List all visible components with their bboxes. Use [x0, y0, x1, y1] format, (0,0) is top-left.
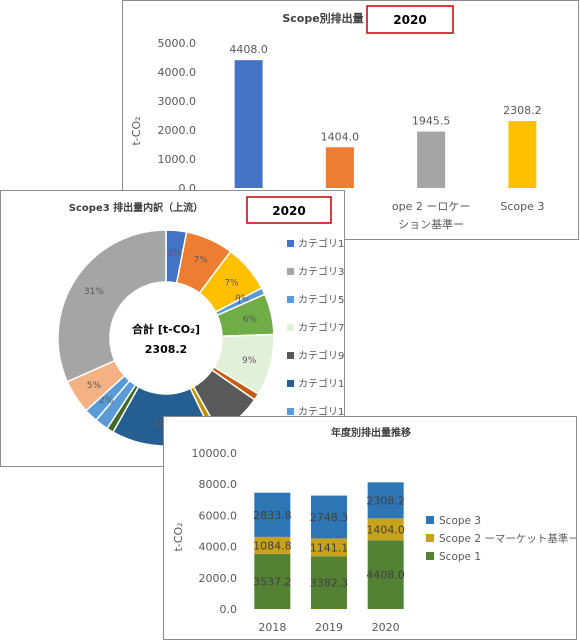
bar-4 — [508, 121, 537, 188]
y-tick-label: 3000.0 — [158, 95, 197, 108]
legend-label: Scope 1 — [439, 551, 481, 563]
legend-swatch — [287, 296, 294, 303]
legend-swatch — [426, 516, 434, 524]
stack-value-label: 1141.1 — [310, 541, 349, 554]
bar-value-label: 4408.0 — [229, 43, 268, 56]
y-tick-label: 8000.0 — [199, 478, 238, 491]
legend-swatch — [287, 268, 294, 275]
legend-swatch — [287, 352, 294, 359]
year-badge: 2020 — [393, 13, 426, 27]
legend-swatch — [426, 534, 434, 542]
bar-value-label: 1404.0 — [321, 130, 360, 143]
stack-segment-3 — [367, 482, 404, 519]
x-category-label: 2019 — [315, 621, 343, 634]
stack-value-label: 3537.2 — [253, 575, 291, 588]
slice-label: 31% — [84, 287, 104, 297]
y-tick-label: 2000.0 — [158, 124, 197, 137]
year-badge: 2020 — [272, 204, 305, 218]
stack-segment-2 — [254, 536, 291, 554]
slice-label: 3% — [167, 248, 182, 258]
stack-segment-2 — [311, 538, 347, 557]
legend-label: カテゴリ13 — [298, 405, 345, 418]
chart-title: Scope3 排出量内訳（上流） — [69, 201, 203, 214]
stack-segment-2 — [367, 518, 404, 541]
slice-label: 5% — [87, 381, 102, 391]
y-tick-label: 4000.0 — [158, 66, 197, 79]
donut-center-total: 2308.2 — [145, 343, 187, 356]
legend-swatch — [287, 240, 294, 247]
y-tick-label: 5000.0 — [158, 37, 197, 50]
bar-2 — [325, 147, 354, 188]
legend-swatch — [287, 408, 294, 415]
chart-title: 年度別排出量推移 — [331, 426, 411, 439]
chart-title: Scope別排出量 — [282, 11, 363, 25]
x-category-label: 2018 — [258, 621, 286, 634]
y-tick-label: 4000.0 — [199, 541, 238, 554]
stack-segment-3 — [311, 495, 347, 539]
y-tick-label: 10000.0 — [192, 447, 238, 460]
slice-label: 9% — [242, 356, 257, 366]
bar-1 — [234, 60, 263, 188]
legend-label: カテゴリ5 — [298, 293, 344, 306]
stack-segment-1 — [254, 553, 291, 609]
bar-value-label: 1945.5 — [412, 115, 451, 128]
y-axis-label: t-CO₂ — [130, 116, 143, 145]
legend-swatch — [287, 380, 294, 387]
stack-value-label: 4408.0 — [366, 569, 405, 582]
stack-value-label: 2833.8 — [253, 509, 291, 522]
slice-label: 7% — [217, 398, 232, 408]
slice-label: 2% — [99, 396, 114, 406]
legend-label: カテゴリ11 — [298, 377, 345, 390]
bar-3 — [417, 131, 446, 188]
legend-label: カテゴリ1 — [298, 237, 344, 250]
y-tick-label: 1000.0 — [158, 153, 197, 166]
scope-bar-chart: Scope別排出量 2020 t-CO₂ 5000.0 4000.0 3000.0 2000… — [130, 5, 544, 231]
legend-swatch — [287, 324, 294, 331]
stack-value-label: 3382.3 — [310, 577, 349, 590]
year-badge-box — [366, 5, 454, 34]
stack-segment-1 — [311, 556, 347, 609]
stack-value-label: 2748.3 — [310, 511, 349, 524]
slice-label: 1% — [236, 297, 251, 307]
year-badge-box — [246, 196, 332, 224]
legend-label: カテゴリ3 — [298, 265, 344, 278]
stack-value-label: 1084.8 — [253, 539, 291, 552]
slice-label: 7% — [194, 255, 209, 265]
x-category-label-line2: ション基準ー — [398, 217, 464, 231]
yearly-stacked-chart-panel: 年度別排出量推移 t-CO₂ 10000.0 8000.0 6000.0 4000.0 20… — [163, 416, 577, 640]
legend-swatch — [426, 552, 434, 560]
y-tick-label: 0.0 — [220, 603, 238, 616]
legend-label: カテゴリ9 — [298, 349, 344, 362]
legend-label: Scope 3 — [439, 515, 481, 527]
slice-label: 6% — [243, 315, 258, 325]
y-tick-label: 2000.0 — [199, 572, 238, 585]
stack-value-label: 2308.2 — [366, 494, 405, 507]
bar-value-label: 2308.2 — [503, 104, 542, 117]
stack-value-label: 1404.0 — [366, 523, 405, 536]
slice-label: 7% — [224, 278, 239, 288]
y-axis-label: t-CO₂ — [172, 522, 185, 551]
y-tick-label: 6000.0 — [199, 509, 238, 522]
legend-label: Scope 2 ーマーケット基準ー — [439, 532, 577, 545]
x-category-label: Scope 3 — [500, 200, 544, 213]
legend-label: カテゴリ7 — [298, 321, 344, 334]
stack-segment-3 — [254, 492, 291, 537]
stack-segment-1 — [367, 540, 404, 609]
x-category-label: ope 2 ーロケー — [392, 200, 470, 213]
x-category-label: 2020 — [372, 621, 400, 634]
donut-center-label: 合計 [t-CO₂] — [132, 322, 200, 336]
yearly-stacked-chart: 年度別排出量推移 t-CO₂ 10000.0 8000.0 6000.0 4000.0 20… — [172, 426, 577, 634]
donut-slice-16 — [57, 229, 167, 383]
